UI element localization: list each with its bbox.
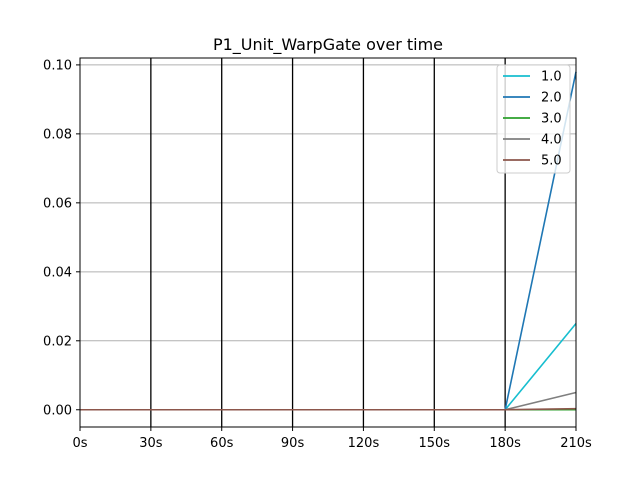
x-tick-label: 30s (139, 436, 163, 451)
chart-title: P1_Unit_WarpGate over time (213, 35, 443, 55)
legend-label: 2.0 (541, 91, 562, 106)
legend-label: 3.0 (541, 112, 562, 127)
x-tick-label: 180s (489, 436, 521, 451)
x-tick-label: 210s (560, 436, 592, 451)
y-axis: 0.00 0.02 0.04 0.06 0.08 0.10 (43, 58, 80, 418)
plot-frame (79, 57, 577, 428)
x-tick-label: 120s (348, 436, 380, 451)
y-tick-label: 0.06 (43, 196, 72, 211)
legend-label: 1.0 (541, 70, 562, 85)
x-tick-label: 0s (72, 436, 87, 451)
x-axis: 0s 30s 60s 90s 120s 150s 180s 210s (72, 427, 592, 451)
series-line-5.0 (80, 407, 577, 411)
legend-label: 4.0 (541, 133, 562, 148)
legend-box (496, 64, 571, 174)
x-tick-label: 90s (281, 436, 305, 451)
series-line-4.0 (80, 391, 577, 411)
y-tick-label: 0.02 (43, 334, 72, 349)
series-lines (80, 71, 577, 411)
legend: 1.0 2.0 3.0 4.0 5.0 (496, 64, 571, 174)
legend-label: 5.0 (541, 154, 562, 169)
x-tick-label: 150s (418, 436, 450, 451)
y-tick-label: 0.08 (43, 127, 72, 142)
x-tick-label: 60s (210, 436, 234, 451)
y-tick-label: 0.10 (43, 58, 72, 73)
y-tick-label: 0.00 (43, 403, 72, 418)
y-tick-label: 0.04 (43, 265, 72, 280)
series-line-1.0 (80, 323, 577, 411)
